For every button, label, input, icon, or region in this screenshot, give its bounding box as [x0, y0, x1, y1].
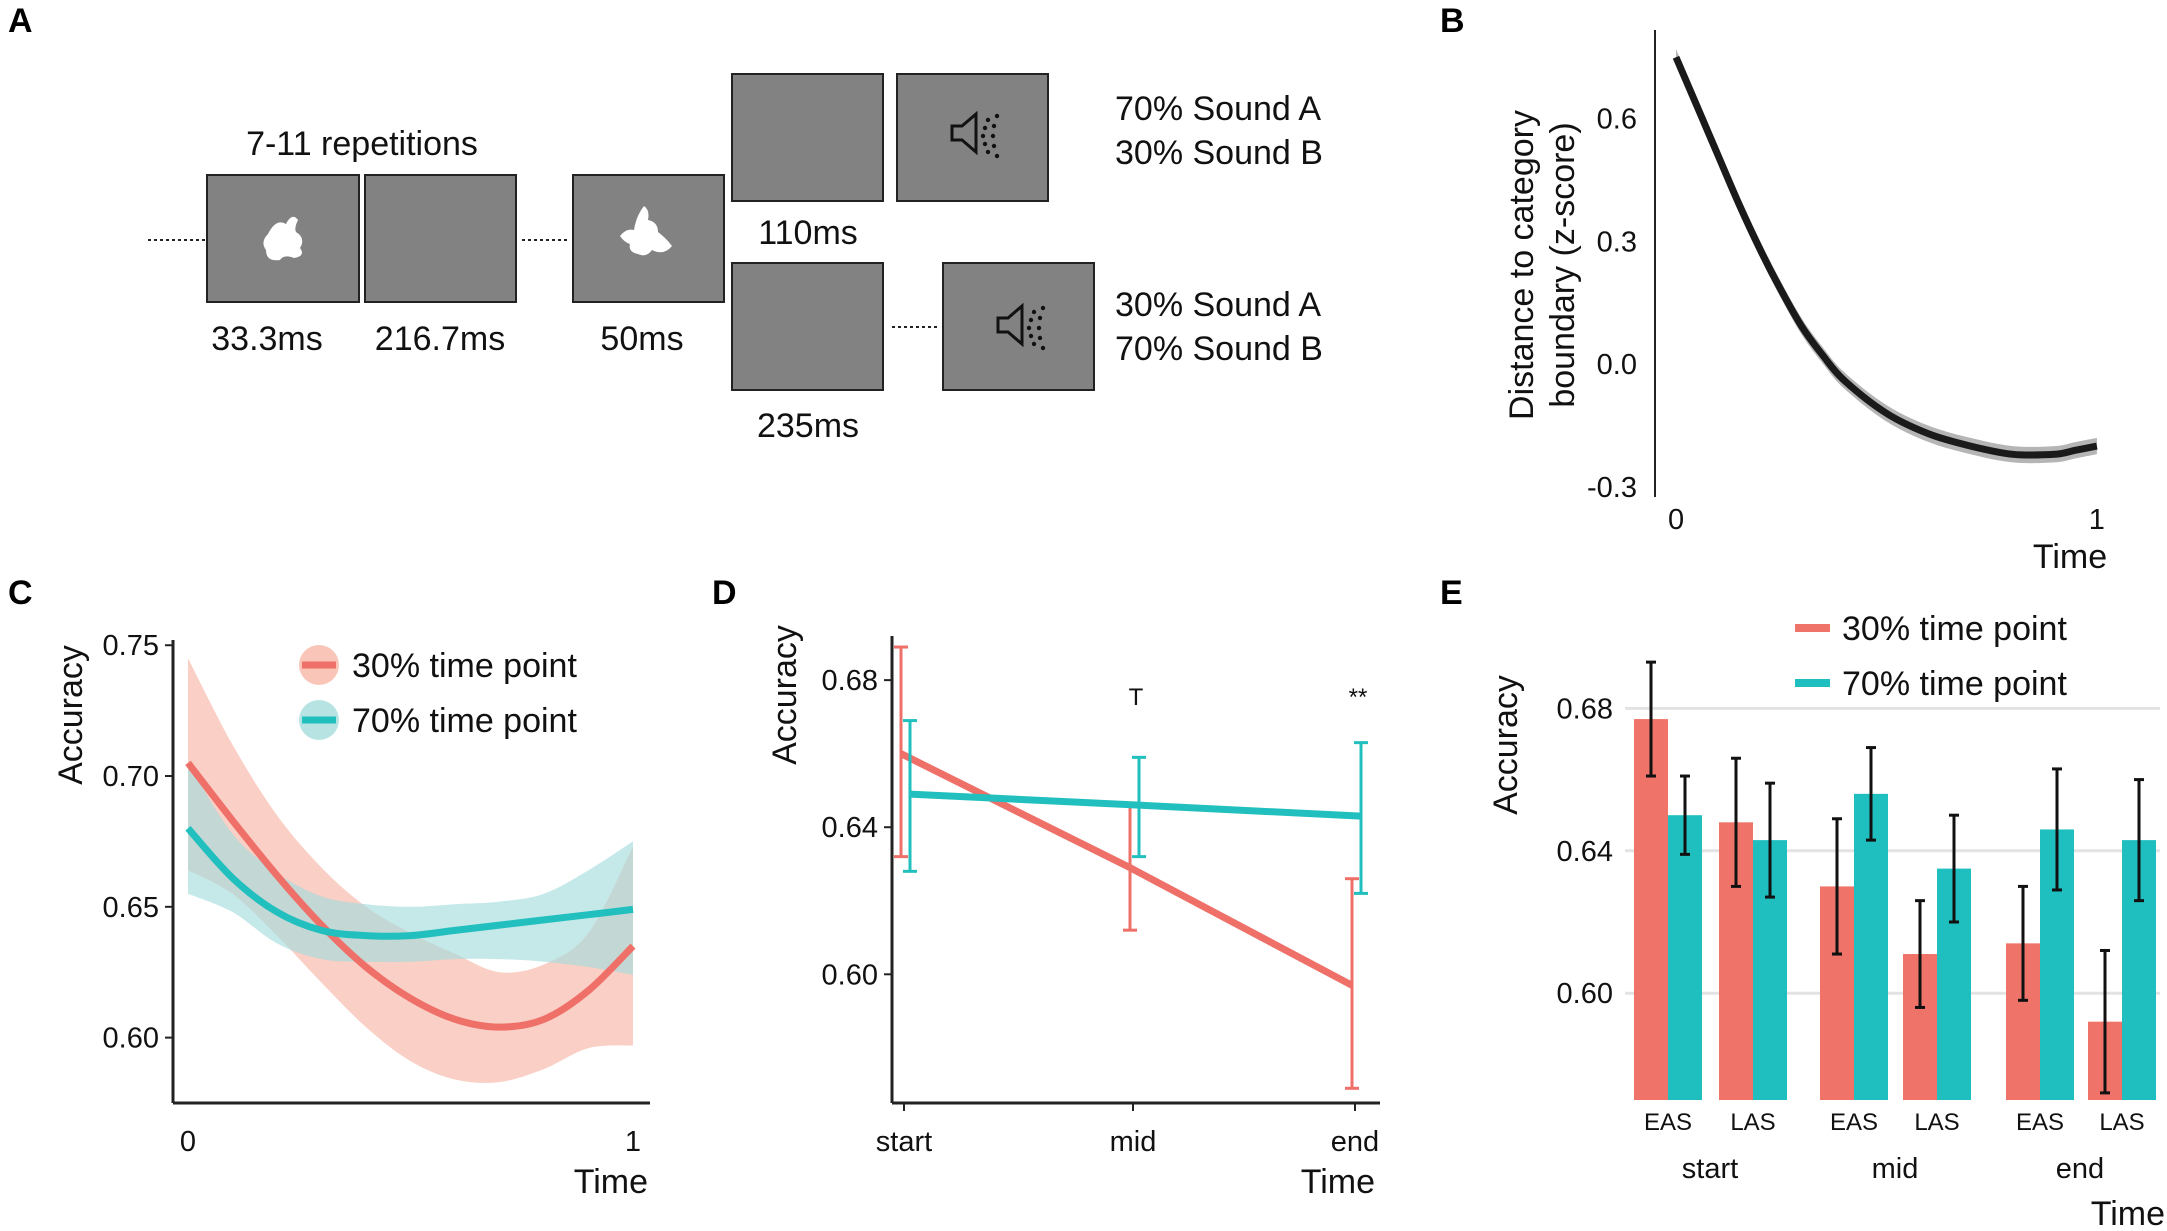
y-tick-label: 0.64 — [1557, 836, 1613, 868]
y-tick-label: 0.3 — [1597, 226, 1637, 258]
group-label: mid — [1872, 1153, 1919, 1185]
legend-label-30: 30% time point — [1842, 610, 2067, 648]
y-tick-label: 0.60 — [103, 1023, 159, 1055]
blank-screen-1 — [364, 174, 517, 303]
series-line-distance — [1672, 55, 2098, 459]
y-tick-label: 0.70 — [103, 761, 159, 793]
subgroup-label: LAS — [1730, 1109, 1775, 1136]
panel-label-d: D — [712, 574, 737, 612]
duration-label: 235ms — [757, 407, 859, 445]
series-line-30 — [185, 760, 636, 1031]
speaker-icon — [950, 110, 1000, 159]
x-axis-title: Time — [2091, 1195, 2165, 1231]
y-tick-label: 0.60 — [1557, 978, 1613, 1010]
series-line-70 — [909, 790, 1362, 820]
outcome-top-line-2: 30% Sound B — [1115, 134, 1323, 172]
confidence-band — [1676, 49, 2097, 464]
legend: 30% time point 70% time point — [299, 645, 577, 740]
legend-label-70: 70% time point — [1842, 665, 2067, 703]
panel-b-chart: -0.3 0.0 0.3 0.6 0 1 Distance to category bou… — [1503, 30, 2107, 576]
y-tick-label: 0.75 — [103, 630, 159, 662]
legend-label-70: 70% time point — [352, 702, 577, 740]
significance-marker: ** — [1349, 684, 1368, 711]
y-tick-label: 0.68 — [1557, 693, 1613, 725]
duration-label: 216.7ms — [375, 320, 505, 358]
x-axis-title: Time — [1301, 1163, 1375, 1201]
blank-screen-long — [731, 262, 884, 391]
sound-screen-bottom — [942, 262, 1095, 391]
y-tick-label: 0.64 — [822, 812, 878, 844]
outcome-bottom-line-1: 30% Sound A — [1115, 286, 1321, 324]
repetitions-label: 7-11 repetitions — [246, 125, 478, 163]
panel-label-b: B — [1440, 2, 1465, 40]
group-label: start — [1682, 1153, 1738, 1185]
y-tick-label: 0.6 — [1597, 104, 1637, 136]
x-axis-title: Time — [574, 1163, 648, 1201]
bar-70 — [1854, 793, 1888, 1100]
sound-screen-top — [896, 73, 1049, 202]
duration-label: 33.3ms — [211, 320, 323, 358]
y-tick-label: 0.65 — [103, 892, 159, 924]
y-tick-label: -0.3 — [1587, 472, 1637, 504]
x-tick-label-mid: mid — [1110, 1126, 1157, 1158]
confidence-band-30 — [188, 658, 633, 1083]
subgroup-label: LAS — [1914, 1109, 1959, 1136]
series-line-70 — [185, 825, 634, 940]
outcome-top-line-1: 70% Sound A — [1115, 90, 1321, 128]
duration-label: 110ms — [758, 214, 858, 252]
x-axis-title: Time — [2033, 538, 2107, 576]
bar-70 — [1668, 815, 1702, 1100]
panel-label-e: E — [1440, 574, 1463, 612]
duration-label: 50ms — [600, 320, 683, 358]
y-axis-title: Accuracy — [52, 645, 90, 785]
subgroup-label: EAS — [2016, 1109, 2064, 1136]
group-label: end — [2056, 1153, 2104, 1185]
y-axis-title: Accuracy — [1487, 675, 1525, 815]
panel-c-chart: 0.60 0.65 0.70 0.75 0 1 Accuracy Time 30% tim… — [52, 630, 650, 1201]
legend: 30% time point 70% time point — [1795, 610, 2067, 703]
x-tick-label: 1 — [625, 1126, 641, 1158]
subgroup-label: EAS — [1644, 1109, 1692, 1136]
outcome-bottom-line-2: 70% Sound B — [1115, 330, 1323, 368]
y-tick-label: 0.68 — [822, 665, 878, 697]
y-axis-title: Accuracy — [766, 625, 804, 765]
y-axis-title-line-1: Distance to category — [1503, 110, 1541, 420]
speaker-icon — [996, 302, 1046, 351]
panel-label-a: A — [8, 2, 33, 40]
significance-marker: T — [1129, 684, 1144, 711]
rabbit-shape-icon — [263, 216, 303, 261]
panel-label-c: C — [8, 574, 33, 612]
panel-a-schematic: 7-11 repetitions 33.3ms 216.7ms 50ms 110… — [148, 73, 1323, 445]
x-tick-label-start: start — [876, 1126, 932, 1158]
x-tick-label: 0 — [1668, 504, 1684, 536]
blank-screen-short — [731, 73, 884, 202]
x-tick-label: 0 — [180, 1126, 196, 1158]
legend-label-30: 30% time point — [352, 647, 577, 685]
bar-30 — [1634, 719, 1668, 1100]
x-tick-label-end: end — [1331, 1126, 1379, 1158]
y-tick-label: 0.60 — [822, 959, 878, 991]
panel-e-chart: 0.60 0.64 0.68 EAS LAS EAS LAS EAS LAS start mid en… — [1487, 610, 2165, 1231]
x-tick-label: 1 — [2089, 504, 2105, 536]
series-line-30 — [899, 750, 1354, 989]
bird-shape-icon — [620, 206, 672, 256]
subgroup-label: EAS — [1830, 1109, 1878, 1136]
y-axis-title-line-2: boundary (z-score) — [1544, 122, 1582, 407]
subgroup-label: LAS — [2099, 1109, 2144, 1136]
panel-d-chart: 0.60 0.64 0.68 start mid end T ** Accuracy Tim… — [766, 625, 1380, 1201]
y-tick-label: 0.0 — [1597, 349, 1637, 381]
